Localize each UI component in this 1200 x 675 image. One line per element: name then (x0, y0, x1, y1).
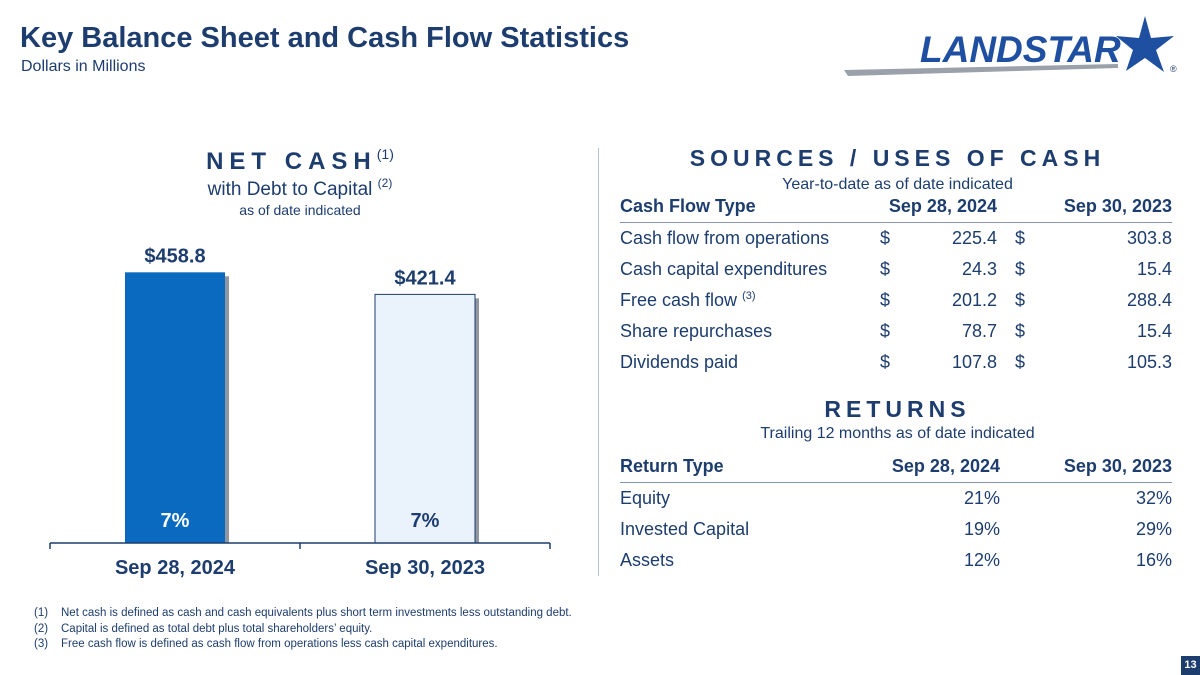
footnote: (3) Free cash flow is defined as cash flo… (34, 637, 572, 653)
currency-symbol: $ (1015, 351, 1026, 372)
value-cell: 15.4 (1136, 320, 1172, 341)
column-header: Cash Flow Type (620, 196, 876, 223)
value-cell: 29% (1135, 518, 1172, 539)
page-subtitle: Dollars in Millions (21, 58, 146, 75)
footnote-number: (3) (34, 638, 49, 650)
currency-symbol: $ (880, 289, 891, 310)
debt-to-capital-label: 7% (411, 510, 440, 532)
debt-to-capital-label: 7% (161, 510, 190, 532)
returns-title: RETURNS (824, 396, 971, 422)
footnote: (2) Capital is defined as total debt plus… (34, 622, 572, 638)
registered-mark: ® (1170, 64, 1177, 74)
row-label: Cash capital expenditures (620, 258, 828, 279)
table-row: Free cash flow (3) $201.2 $288.4 (620, 285, 1172, 316)
footnote-number: (2) (34, 622, 49, 635)
bar-value-label: $458.8 (144, 245, 205, 267)
table-row: Share repurchases $78.7 $15.4 (620, 316, 1172, 347)
currency-symbol: $ (880, 227, 891, 248)
row-label: Equity (620, 487, 671, 508)
row-label: Share repurchases (620, 320, 773, 341)
row-label: Assets (620, 549, 675, 570)
currency-symbol: $ (880, 258, 891, 279)
value-cell: 107.8 (951, 351, 997, 372)
net-cash-title: NET CASH(1) (206, 146, 394, 175)
column-header: Sep 28, 2024 (860, 456, 1000, 483)
table-header-row: Cash Flow Type Sep 28, 2024 Sep 30, 2023 (620, 196, 1172, 223)
value-cell: 16% (1135, 549, 1172, 570)
footnotes: (1) Net cash is defined as cash and cash … (34, 606, 572, 653)
net-cash-chart: $458.8 7% Sep 28, 2024 $421.4 7% Sep 30, 2023 (49, 245, 551, 579)
returns-note: Trailing 12 months as of date indicated (760, 425, 1035, 442)
column-header: Sep 28, 2024 (876, 196, 997, 223)
value-cell: 105.3 (1126, 351, 1172, 372)
bar (374, 293, 476, 544)
x-tick-label: Sep 30, 2023 (365, 557, 485, 579)
value-cell: 12% (963, 549, 1000, 570)
value-cell: 24.3 (961, 258, 997, 279)
logo-text: LANDSTAR (920, 29, 1121, 70)
table-row: Dividends paid $107.8 $105.3 (620, 347, 1172, 378)
footnote-text: Net cash is defined as cash and cash equ… (61, 607, 572, 619)
currency-symbol: $ (1015, 289, 1026, 310)
table-row: Assets 12% 16% (620, 545, 1172, 576)
value-cell: 15.4 (1136, 258, 1172, 279)
page-title: Key Balance Sheet and Cash Flow Statisti… (20, 22, 630, 54)
sources-uses-table: Cash Flow Type Sep 28, 2024 Sep 30, 2023… (620, 196, 1172, 378)
currency-symbol: $ (1015, 320, 1026, 341)
table-row: Equity 21% 32% (620, 483, 1172, 514)
table-row: Cash flow from operations $225.4 $303.8 (620, 223, 1172, 254)
footnote-text: Capital is defined as total debt plus to… (61, 622, 373, 635)
page-number: 13 (1181, 656, 1200, 675)
table-header-row: Return Type Sep 28, 2024 Sep 30, 2023 (620, 456, 1172, 483)
value-cell: 303.8 (1126, 227, 1172, 248)
value-cell: 32% (1135, 487, 1172, 508)
footnote-number: (1) (34, 607, 49, 619)
value-cell: 288.4 (1126, 289, 1172, 310)
table-row: Cash capital expenditures $24.3 $15.4 (620, 254, 1172, 285)
value-cell: 225.4 (951, 227, 997, 248)
column-header: Return Type (620, 456, 860, 483)
sources-uses-note: Year-to-date as of date indicated (782, 176, 1013, 193)
net-cash-date-note: as of date indicated (239, 202, 361, 218)
currency-symbol: $ (1015, 258, 1026, 279)
row-note: (3) (742, 289, 756, 302)
row-label: Free cash flow (3) (620, 289, 756, 310)
table-row: Invested Capital 19% 29% (620, 514, 1172, 545)
bar (125, 272, 225, 543)
footnote-text: Free cash flow is defined as cash flow f… (61, 638, 498, 650)
row-label: Invested Capital (620, 518, 750, 539)
column-header: Sep 30, 2023 (1000, 456, 1172, 483)
value-cell: 78.7 (961, 320, 997, 341)
currency-symbol: $ (1015, 227, 1026, 248)
value-cell: 19% (963, 518, 1000, 539)
column-header: Sep 30, 2023 (997, 196, 1172, 223)
sources-uses-title: SOURCES / USES OF CASH (689, 145, 1106, 171)
footnote: (1) Net cash is defined as cash and cash … (34, 606, 572, 622)
section-divider (598, 148, 599, 576)
bar-value-label: $421.4 (394, 267, 456, 289)
net-cash-subtitle: with Debt to Capital (2) (207, 176, 393, 200)
value-cell: 201.2 (951, 289, 997, 310)
returns-table: Return Type Sep 28, 2024 Sep 30, 2023 Eq… (620, 456, 1172, 576)
currency-symbol: $ (880, 320, 891, 341)
logo-swoosh (844, 64, 1118, 76)
value-cell: 21% (963, 487, 1000, 508)
currency-symbol: $ (880, 351, 891, 372)
landstar-logo: LANDSTAR ® (844, 16, 1177, 76)
row-label: Cash flow from operations (620, 227, 830, 248)
x-tick-label: Sep 28, 2024 (115, 557, 236, 579)
star-icon (1116, 16, 1174, 72)
row-label: Dividends paid (620, 351, 739, 372)
